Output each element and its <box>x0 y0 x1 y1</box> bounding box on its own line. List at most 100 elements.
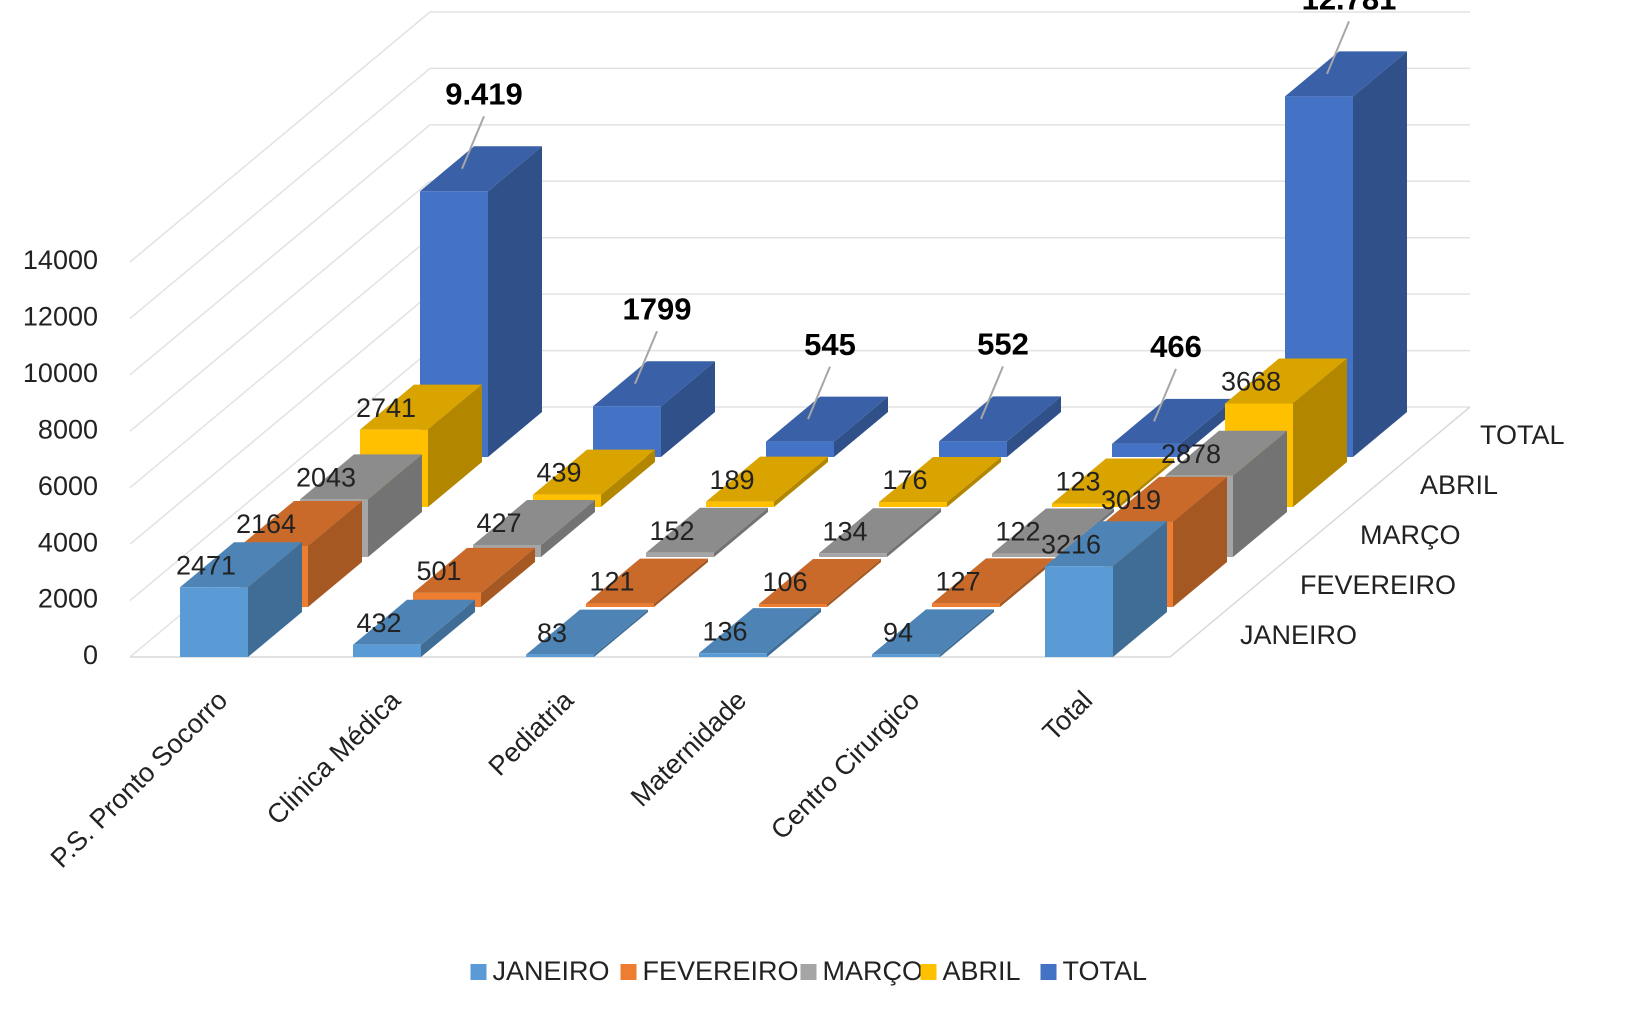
bar <box>699 653 767 657</box>
bar <box>819 553 887 557</box>
bar-side <box>1293 358 1347 507</box>
bar <box>706 501 774 507</box>
legend-swatch <box>920 964 937 980</box>
bar-side <box>1000 558 1054 607</box>
data-label: 106 <box>762 567 807 597</box>
bar <box>766 441 834 457</box>
bar <box>1112 443 1180 457</box>
data-label: 432 <box>356 608 401 638</box>
x-tick-label: Clinica Médica <box>261 684 407 830</box>
bar-side <box>421 599 475 657</box>
grid-line <box>129 180 431 432</box>
legend-swatch <box>470 964 487 980</box>
bar-top <box>646 507 768 553</box>
data-label: 12.781 <box>1302 0 1397 17</box>
bar-side <box>654 558 708 607</box>
bar-side <box>248 542 302 657</box>
y-tick-label: 12000 <box>23 302 98 332</box>
bar-side <box>488 146 542 458</box>
grid-line <box>129 124 431 376</box>
bar-side <box>714 507 768 557</box>
legend-label: MARÇO <box>823 956 924 986</box>
depth-label: TOTAL <box>1480 420 1565 450</box>
bar-top <box>932 558 1054 604</box>
x-tick-label: Centro Cirurgico <box>765 685 925 845</box>
legend-label: JANEIRO <box>493 956 610 986</box>
bar-side <box>1007 396 1061 457</box>
data-label: 439 <box>536 458 581 488</box>
bar-top <box>533 449 655 495</box>
y-tick-label: 6000 <box>38 471 98 501</box>
bar-top <box>353 599 475 645</box>
bar-top <box>939 396 1061 442</box>
bar <box>759 604 827 607</box>
bar-top <box>872 609 994 655</box>
legend-swatch <box>800 964 817 980</box>
leader-line <box>980 366 1004 420</box>
data-label: 3216 <box>1041 529 1101 559</box>
bar <box>939 441 1007 457</box>
y-tick-label: 14000 <box>23 245 98 275</box>
y-tick-label: 2000 <box>38 584 98 614</box>
data-label: 189 <box>709 465 754 495</box>
bar <box>353 644 421 657</box>
legend-swatch <box>1040 964 1057 980</box>
data-label: 152 <box>649 516 694 546</box>
bar-top <box>360 384 482 430</box>
bar-top <box>699 608 821 654</box>
y-tick-label: 4000 <box>38 527 98 557</box>
bar-side <box>428 384 482 507</box>
bar-side <box>1173 476 1227 607</box>
bar-side <box>368 454 422 557</box>
leader-line <box>807 366 831 420</box>
data-label: 3019 <box>1101 485 1161 515</box>
depth-label: FEVEREIRO <box>1300 570 1456 600</box>
bar-side <box>887 508 941 557</box>
bar-top <box>766 396 888 442</box>
data-label: 2471 <box>176 550 236 580</box>
grid-line <box>129 237 431 489</box>
bar-top <box>526 609 648 655</box>
data-label: 121 <box>589 567 634 597</box>
data-label: 9.419 <box>445 76 523 111</box>
bar-top <box>1285 51 1407 97</box>
x-tick-label: Pediatria <box>483 684 580 781</box>
bar-side <box>594 609 648 657</box>
bar-side <box>661 361 715 457</box>
bar-top <box>819 508 941 554</box>
data-label: 127 <box>935 567 980 597</box>
leader-line <box>461 115 485 170</box>
data-label: 94 <box>883 617 913 647</box>
floor-edge <box>1169 406 1471 658</box>
bar-side <box>834 396 888 457</box>
bar-top <box>1165 430 1287 476</box>
data-label: 501 <box>416 556 461 586</box>
data-label: 3668 <box>1221 367 1281 397</box>
bar-top <box>473 499 595 545</box>
data-label: 1799 <box>623 291 692 326</box>
bar <box>1045 566 1113 657</box>
leader-line <box>1153 368 1177 422</box>
bar-side <box>1120 458 1174 507</box>
bar-top <box>879 457 1001 503</box>
legend-label: TOTAL <box>1063 956 1148 986</box>
x-tick-label: P.S. Pronto Socorro <box>45 685 234 874</box>
legend-label: ABRIL <box>943 956 1021 986</box>
y-tick-label: 0 <box>83 640 98 670</box>
bar-side <box>947 457 1001 507</box>
depth-label: ABRIL <box>1420 470 1498 500</box>
y-tick-label: 8000 <box>38 414 98 444</box>
data-label: 122 <box>995 517 1040 547</box>
data-label: 552 <box>977 327 1029 362</box>
grid-line <box>129 11 431 263</box>
grid-line <box>129 67 431 320</box>
leader-line <box>634 330 658 385</box>
bar-side <box>767 608 821 657</box>
grid-line <box>129 349 431 602</box>
bar-top <box>240 500 362 546</box>
data-label: 136 <box>702 616 747 646</box>
leader-line <box>1326 21 1350 75</box>
bar-top <box>593 361 715 407</box>
bar <box>593 406 661 457</box>
